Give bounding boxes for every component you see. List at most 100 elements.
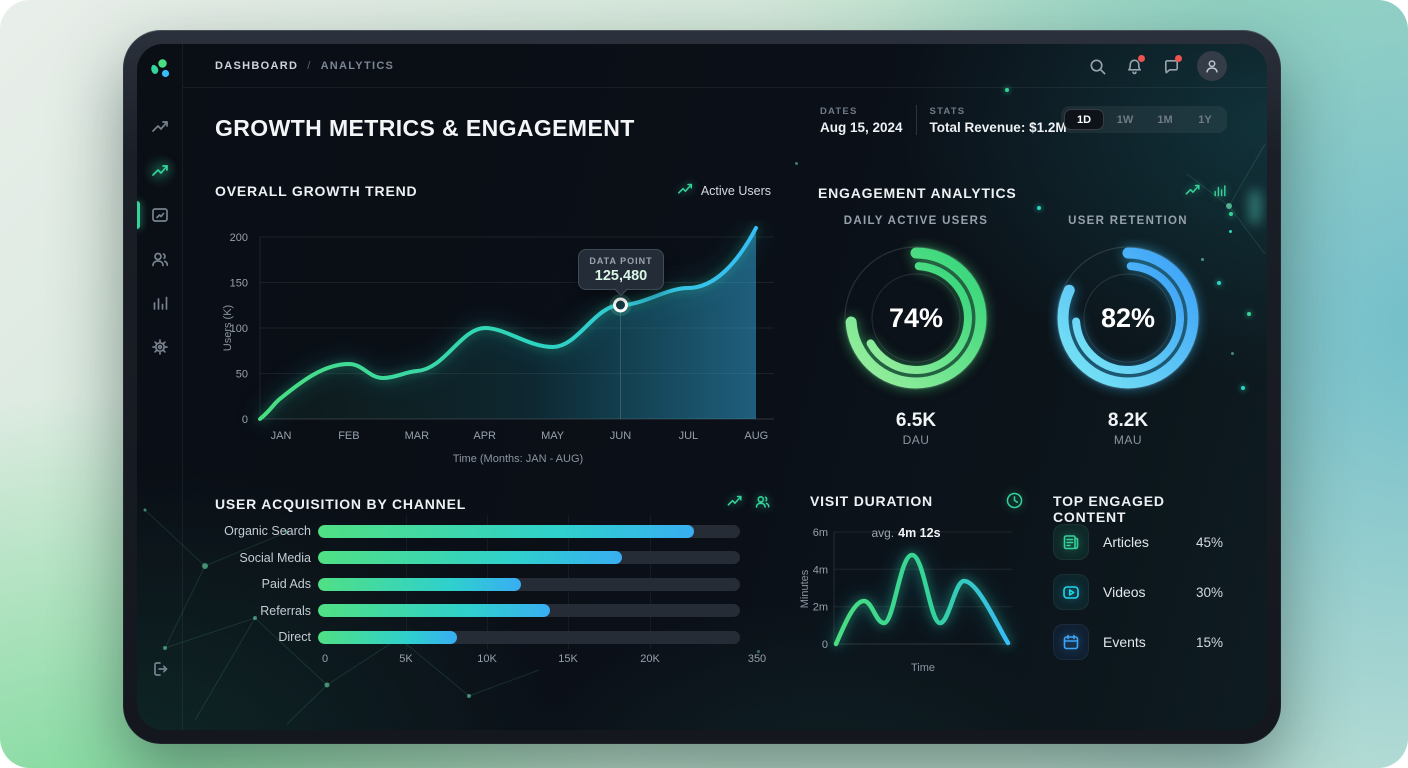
svg-text:2m: 2m — [813, 602, 828, 614]
x-tick: 10K — [477, 653, 497, 665]
user-avatar[interactable] — [1197, 51, 1227, 81]
x-tick: 5K — [399, 653, 413, 665]
message-badge — [1175, 55, 1182, 62]
acquisition-section: USER ACQUISITION BY CHANNEL — [215, 493, 771, 685]
clock-icon — [1005, 491, 1024, 515]
trend-up-icon — [726, 494, 744, 514]
bar-row-paid-ads: Paid Ads — [215, 571, 740, 598]
engagement-section-header: ENGAGEMENT ANALYTICS — [818, 182, 1228, 203]
svg-text:100: 100 — [230, 323, 248, 335]
gauge-dau-percent: 74% — [888, 302, 944, 333]
dashboard-card-icon — [152, 208, 168, 222]
decor-dot — [1005, 88, 1009, 92]
sidebar-item-trends[interactable] — [143, 110, 177, 144]
decor-dot — [1231, 352, 1234, 355]
breadcrumb: DASHBOARD / ANALYTICS — [215, 44, 394, 88]
visit-line — [833, 552, 1011, 647]
x-tick: 15K — [558, 653, 578, 665]
stats-block: STATS Total Revenue: $1.2M — [930, 106, 1067, 135]
sidebar-item-settings[interactable] — [143, 330, 177, 364]
glow-decoration — [1250, 190, 1260, 224]
growth-section-title: OVERALL GROWTH TREND — [215, 183, 418, 199]
page-title: GROWTH METRICS & ENGAGEMENT — [215, 115, 635, 142]
bar-fill — [318, 524, 694, 538]
breadcrumb-section[interactable]: DASHBOARD — [215, 60, 299, 72]
sidebar-item-analytics[interactable] — [143, 154, 177, 188]
time-range-selector: 1D 1W 1M 1Y — [1061, 106, 1227, 133]
content-label: Videos — [1103, 584, 1146, 600]
bar-track — [318, 630, 740, 644]
decor-dot — [1247, 312, 1251, 316]
visit-x-axis-label: Time — [911, 662, 935, 674]
settings-gear-icon — [152, 339, 168, 355]
visit-section-title: VISIT DURATION — [810, 493, 933, 509]
decor-dot — [1037, 206, 1041, 210]
svg-text:200: 200 — [230, 232, 248, 244]
growth-area — [260, 228, 756, 419]
sidebar-item-charts[interactable] — [143, 286, 177, 320]
breadcrumb-page[interactable]: ANALYTICS — [320, 60, 395, 72]
dashboard-screen: DASHBOARD / ANALYTICS — [137, 44, 1267, 730]
content-item-articles[interactable]: Articles 45% — [1053, 524, 1223, 560]
messages-button[interactable] — [1160, 55, 1182, 77]
content-percent: 45% — [1195, 534, 1223, 550]
content-percent: 15% — [1195, 634, 1223, 650]
notification-badge — [1138, 55, 1145, 62]
decor-dot — [1229, 230, 1232, 233]
notifications-button[interactable] — [1123, 55, 1145, 77]
range-button-1y[interactable]: 1Y — [1198, 113, 1212, 126]
trend-line-icon-active — [152, 165, 168, 176]
range-button-1d[interactable]: 1D — [1064, 109, 1104, 130]
sidebar-item-users[interactable] — [143, 242, 177, 276]
range-button-1w[interactable]: 1W — [1116, 113, 1134, 126]
dates-block: DATES Aug 15, 2024 — [820, 106, 903, 135]
gauge-retention-value: 8.2K — [1107, 410, 1149, 431]
app-logo — [144, 52, 176, 84]
search-button[interactable] — [1086, 55, 1108, 77]
svg-text:APR: APR — [473, 430, 496, 442]
bar-label: Referrals — [260, 603, 311, 618]
svg-text:MAR: MAR — [405, 430, 430, 442]
gauge-dau-unit: DAU — [902, 433, 930, 447]
x-tick: 20K — [640, 653, 660, 665]
x-tick: 0 — [321, 653, 329, 665]
bar-label: Direct — [278, 630, 311, 645]
sidebar — [137, 44, 183, 730]
bar-row-direct: Direct — [215, 624, 740, 651]
growth-legend: Active Users — [677, 182, 771, 200]
bar-fill — [318, 604, 551, 618]
user-icon — [1206, 60, 1218, 73]
visit-chart-svg: 6m 4m 2m 0 avg. 4m 12s Time Minutes — [799, 526, 1012, 674]
svg-text:150: 150 — [230, 278, 248, 290]
svg-text:4m: 4m — [813, 564, 828, 576]
bell-icon — [1127, 59, 1141, 74]
date-value: Aug 15, 2024 — [820, 119, 903, 135]
decor-dot — [1217, 281, 1221, 285]
content-item-events[interactable]: Events 15% — [1053, 624, 1223, 660]
bar-fill — [318, 577, 521, 591]
meta-divider — [915, 105, 917, 135]
bar-track — [318, 604, 740, 618]
articles-icon — [1053, 524, 1089, 560]
growth-chart-svg: 200 150 100 50 0 JAN FEB MAR APR MAY JUN — [222, 226, 774, 465]
visit-duration-section: VISIT DURATION — [798, 492, 1033, 674]
users-icon — [152, 252, 169, 267]
bar-label: Paid Ads — [261, 577, 311, 592]
gauge-dau-title: DAILY ACTIVE USERS — [843, 215, 989, 227]
content-label: Articles — [1103, 534, 1149, 550]
range-button-1m[interactable]: 1M — [1157, 113, 1173, 126]
growth-y-axis-label: Users (K) — [222, 305, 234, 351]
sidebar-item-logout[interactable] — [143, 652, 177, 686]
trend-up-icon — [677, 182, 694, 200]
gauge-retention-percent: 82% — [1100, 302, 1156, 333]
growth-chart: 200 150 100 50 0 JAN FEB MAR APR MAY JUN — [222, 220, 782, 472]
stats-label: STATS — [929, 105, 966, 117]
bar-row-referrals: Referrals — [215, 598, 740, 625]
bar-track — [318, 524, 740, 538]
content-item-videos[interactable]: Videos 30% — [1053, 574, 1223, 610]
bar-chart-icon — [153, 296, 168, 310]
sidebar-item-reports[interactable] — [143, 198, 177, 232]
sidebar-active-indicator — [137, 201, 140, 229]
gauge-retention — [1056, 246, 1200, 390]
svg-text:avg.4m 12s: avg. 4m 12s — [871, 526, 940, 540]
